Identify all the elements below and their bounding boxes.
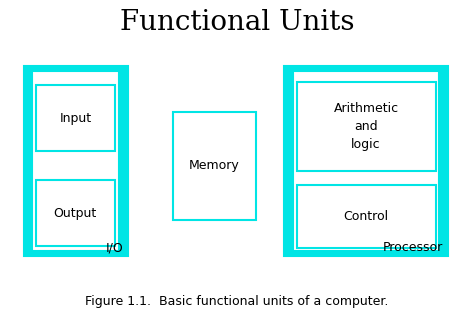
Text: Output: Output (54, 207, 97, 220)
Bar (297, 82, 436, 171)
Text: Input: Input (59, 112, 91, 125)
Bar (36, 85, 115, 151)
Bar (32, 71, 119, 251)
Text: Functional Units: Functional Units (120, 10, 354, 36)
Bar (173, 112, 256, 220)
Text: Arithmetic
and
logic: Arithmetic and logic (334, 102, 399, 151)
Text: Control: Control (344, 210, 389, 223)
Bar (284, 66, 448, 256)
Bar (36, 180, 115, 246)
Bar (24, 66, 128, 256)
Bar (293, 71, 439, 251)
Bar (297, 185, 436, 248)
Text: Figure 1.1.  Basic functional units of a computer.: Figure 1.1. Basic functional units of a … (85, 295, 389, 308)
Text: I/O: I/O (106, 241, 123, 254)
Text: Processor: Processor (383, 241, 443, 254)
Text: Memory: Memory (189, 159, 240, 172)
